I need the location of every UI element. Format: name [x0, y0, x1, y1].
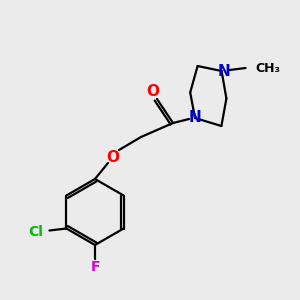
Text: Cl: Cl — [28, 224, 44, 239]
Text: O: O — [106, 149, 119, 164]
Text: N: N — [217, 64, 230, 79]
Text: F: F — [90, 260, 100, 274]
Text: O: O — [146, 83, 160, 98]
Text: N: N — [189, 110, 201, 125]
Text: CH₃: CH₃ — [256, 61, 280, 74]
